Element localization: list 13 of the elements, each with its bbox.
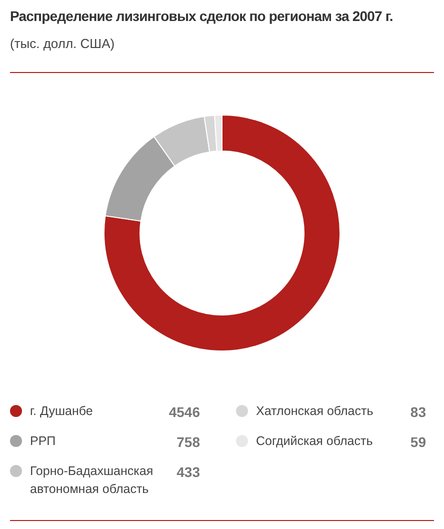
- data-label: 59: [409, 433, 426, 452]
- legend-label: Горно-Бадахшанская автономная область: [30, 463, 154, 498]
- legend-label: Согдийская область: [256, 433, 374, 450]
- data-label: 758: [176, 433, 200, 452]
- legend-label: г. Душанбе: [30, 403, 94, 420]
- data-label: 4546: [168, 403, 200, 422]
- data-label: 83: [409, 403, 426, 422]
- donut-slice: [104, 114, 340, 352]
- chart-subtitle: (тыс. долл. США): [10, 36, 115, 51]
- chart-title: Распределение лизинговых сделок по регионам за 2007 г.: [10, 8, 393, 24]
- legend-label: РРП: [30, 433, 57, 450]
- legend-label: Хатлонская область: [256, 403, 374, 420]
- data-label: 433: [176, 463, 200, 482]
